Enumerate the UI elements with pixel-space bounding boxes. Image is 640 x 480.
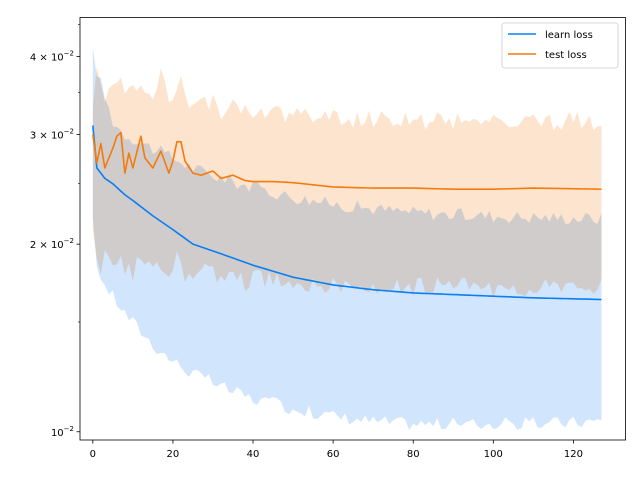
x-tick-label: 100 bbox=[484, 449, 503, 460]
legend-label: test loss bbox=[545, 50, 587, 61]
y-axis: 10−2 2 × 10−2 3 × 10−2 4 × 10−2 bbox=[30, 24, 80, 439]
x-tick-label: 60 bbox=[327, 449, 340, 460]
y-tick-label: 2 × 10−2 bbox=[30, 237, 74, 251]
x-axis: 0 20 40 60 80 100 120 bbox=[90, 440, 583, 460]
x-tick-label: 120 bbox=[564, 449, 583, 460]
y-tick-label: 10−2 bbox=[51, 425, 74, 439]
legend-label: learn loss bbox=[545, 30, 593, 41]
std-bands bbox=[92, 47, 602, 430]
line-test-loss bbox=[92, 131, 602, 190]
x-tick-label: 80 bbox=[407, 449, 420, 460]
line-learn-loss bbox=[92, 125, 602, 301]
y-tick-label: 4 × 10−2 bbox=[30, 50, 74, 64]
x-tick-label: 0 bbox=[90, 449, 96, 460]
series-lines bbox=[92, 125, 602, 301]
x-tick-label: 20 bbox=[167, 449, 180, 460]
x-tick-label: 40 bbox=[247, 449, 260, 460]
y-tick-label: 3 × 10−2 bbox=[30, 127, 74, 141]
plot-frame bbox=[79, 17, 626, 441]
legend: learn loss test loss bbox=[501, 22, 619, 69]
band-test-loss bbox=[92, 66, 602, 298]
